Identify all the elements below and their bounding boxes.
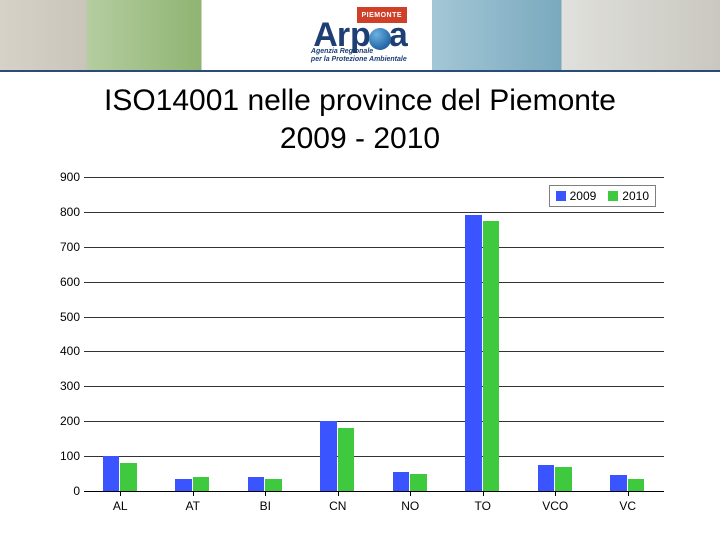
x-tick-label: VCO (542, 499, 568, 513)
bar (538, 465, 554, 491)
y-tick-label: 700 (44, 240, 80, 254)
gridline (84, 421, 664, 422)
gridline (84, 212, 664, 213)
y-tick-label: 200 (44, 414, 80, 428)
globe-icon (369, 28, 391, 50)
arpa-logo: PIEMONTE A r p a Agenzia Regionale per l… (303, 3, 417, 67)
bar (265, 479, 281, 491)
bar (338, 428, 354, 491)
y-tick-label: 0 (44, 484, 80, 498)
x-tick-label: AT (186, 499, 200, 513)
gridline (84, 317, 664, 318)
y-tick-label: 100 (44, 449, 80, 463)
x-tick (193, 491, 194, 496)
bar (628, 479, 644, 491)
bar (393, 472, 409, 491)
bar (610, 475, 626, 491)
bar (555, 467, 571, 491)
page-title: ISO14001 nelle province del Piemonte 200… (0, 82, 720, 157)
x-tick (410, 491, 411, 496)
gridline (84, 177, 664, 178)
y-tick-label: 600 (44, 275, 80, 289)
x-tick-label: AL (113, 499, 128, 513)
x-tick (338, 491, 339, 496)
x-tick-label: TO (475, 499, 491, 513)
x-tick (555, 491, 556, 496)
bar (120, 463, 136, 491)
x-tick-label: BI (260, 499, 271, 513)
x-tick-label: NO (401, 499, 419, 513)
y-tick-label: 900 (44, 170, 80, 184)
bar (483, 221, 499, 491)
bar (410, 474, 426, 491)
bar (248, 477, 264, 491)
gridline (84, 351, 664, 352)
bar (320, 421, 336, 491)
gridline (84, 282, 664, 283)
gridline (84, 386, 664, 387)
y-tick-label: 500 (44, 310, 80, 324)
x-tick-label: CN (329, 499, 346, 513)
logo-tagline: Agenzia Regionale per la Protezione Ambi… (311, 48, 407, 63)
legend-swatch (556, 191, 566, 201)
region-badge: PIEMONTE (357, 7, 407, 23)
x-axis (84, 491, 664, 492)
bar (103, 456, 119, 491)
x-tick-label: VC (619, 499, 636, 513)
legend-item-2009: 2009 (556, 189, 597, 203)
x-tick (483, 491, 484, 496)
legend-item-2010: 2010 (608, 189, 649, 203)
header-banner: PIEMONTE A r p a Agenzia Regionale per l… (0, 0, 720, 72)
plot-area: 2009 2010 (84, 177, 664, 491)
bar-chart: 2009 2010 0 100 200 300 400 500 600 700 800 900 AL… (40, 171, 680, 531)
legend-swatch (608, 191, 618, 201)
y-tick-label: 800 (44, 205, 80, 219)
x-tick (265, 491, 266, 496)
bar (175, 479, 191, 491)
gridline (84, 456, 664, 457)
x-tick (120, 491, 121, 496)
gridline (84, 247, 664, 248)
bar (465, 215, 481, 491)
y-tick-label: 400 (44, 344, 80, 358)
legend: 2009 2010 (549, 185, 656, 207)
x-tick (628, 491, 629, 496)
bar (193, 477, 209, 491)
y-tick-label: 300 (44, 379, 80, 393)
